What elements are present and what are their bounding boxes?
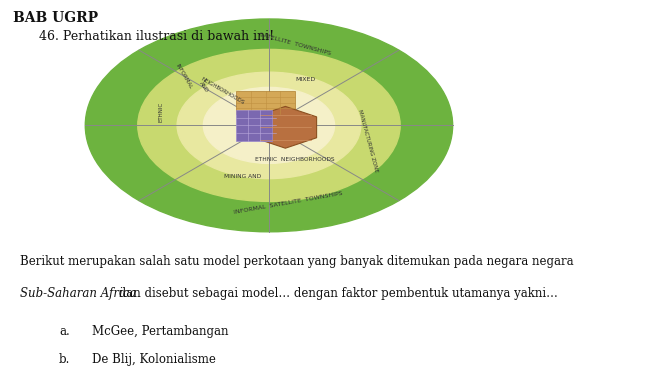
Text: a.: a. [59,325,70,338]
Circle shape [138,49,400,201]
Text: Sub-Saharan Africa: Sub-Saharan Africa [20,287,136,300]
Circle shape [85,19,453,232]
Text: AND: AND [198,81,209,94]
FancyBboxPatch shape [236,110,272,141]
Text: ETHNIC  NEIGHBORHOODS: ETHNIC NEIGHBORHOODS [255,157,335,162]
FancyBboxPatch shape [236,91,295,114]
Text: NEIGHBORHOODS: NEIGHBORHOODS [201,77,245,106]
Text: 46. Perhatikan ilustrasi di bawah ini!: 46. Perhatikan ilustrasi di bawah ini! [39,30,275,43]
Text: MINING AND: MINING AND [224,174,261,179]
Text: De Blij, Kolonialisme: De Blij, Kolonialisme [92,353,216,366]
Text: dan disebut sebagai model… dengan faktor pembentuk utamanya yakni…: dan disebut sebagai model… dengan faktor… [115,287,558,300]
Text: INFORMAL  SATELLITE  TOWNSHIPS: INFORMAL SATELLITE TOWNSHIPS [234,191,344,215]
Circle shape [203,87,335,163]
Text: BAB UGRP: BAB UGRP [13,11,98,25]
Text: MIXED: MIXED [295,77,315,82]
Text: SATELLITE  TOWNSHIPS: SATELLITE TOWNSHIPS [259,32,331,56]
Text: INFORMAL: INFORMAL [174,63,193,89]
Text: McGee, Pertambangan: McGee, Pertambangan [92,325,228,338]
Text: Berikut merupakan salah satu model perkotaan yang banyak ditemukan pada negara n: Berikut merupakan salah satu model perko… [20,255,573,268]
Text: MANUFACTURING ZONE: MANUFACTURING ZONE [357,109,378,173]
Text: b.: b. [59,353,70,366]
Polygon shape [254,106,317,148]
Text: ETHNIC: ETHNIC [158,102,163,122]
Circle shape [177,72,361,179]
